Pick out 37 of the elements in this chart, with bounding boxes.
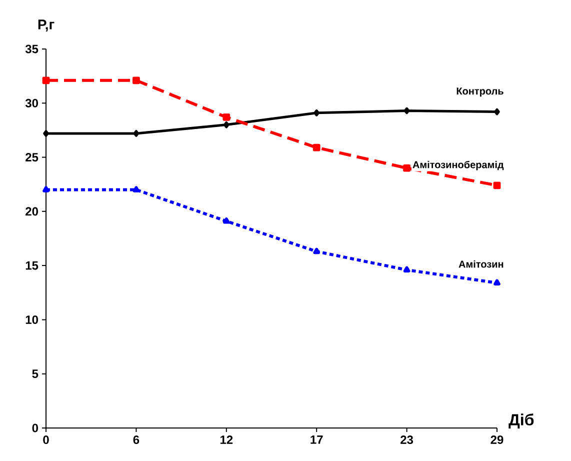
x-tick-label: 17 — [310, 436, 323, 444]
series-label: Амітозиноберамід — [412, 160, 504, 170]
point — [132, 186, 140, 192]
point — [404, 107, 410, 114]
x-tick-label: 23 — [400, 436, 414, 444]
point — [494, 279, 500, 286]
point — [133, 130, 140, 137]
x-tick-label: 29 — [490, 436, 504, 444]
point — [224, 121, 230, 128]
y-tick-label: 20 — [26, 207, 38, 216]
y-axis-title: Р,г — [38, 20, 54, 32]
point — [222, 114, 230, 121]
x-axis-title: Діб — [508, 414, 534, 428]
point — [42, 186, 50, 192]
point — [222, 217, 230, 224]
y-tick-label: 0 — [32, 424, 38, 432]
point — [403, 164, 410, 172]
x-tick-label: 0 — [43, 436, 49, 444]
point — [314, 109, 320, 116]
y-tick-label: 30 — [25, 98, 38, 108]
y-tick-label: 25 — [26, 153, 38, 162]
y-tick-label: 15 — [26, 261, 38, 270]
x-tick-label: 6 — [133, 436, 140, 444]
series-label: Амітозин — [458, 260, 504, 268]
y-tick-label: 10 — [26, 315, 38, 324]
point — [132, 76, 140, 84]
point — [42, 76, 50, 84]
point — [493, 182, 501, 190]
point — [43, 130, 49, 137]
y-tick-label: 35 — [25, 44, 38, 54]
y-tick-label: 5 — [32, 370, 38, 378]
point — [403, 266, 410, 272]
point — [313, 248, 320, 254]
point — [494, 108, 500, 116]
x-tick-label: 12 — [220, 436, 233, 444]
point — [312, 144, 320, 152]
series-label: Контроль — [456, 88, 504, 97]
